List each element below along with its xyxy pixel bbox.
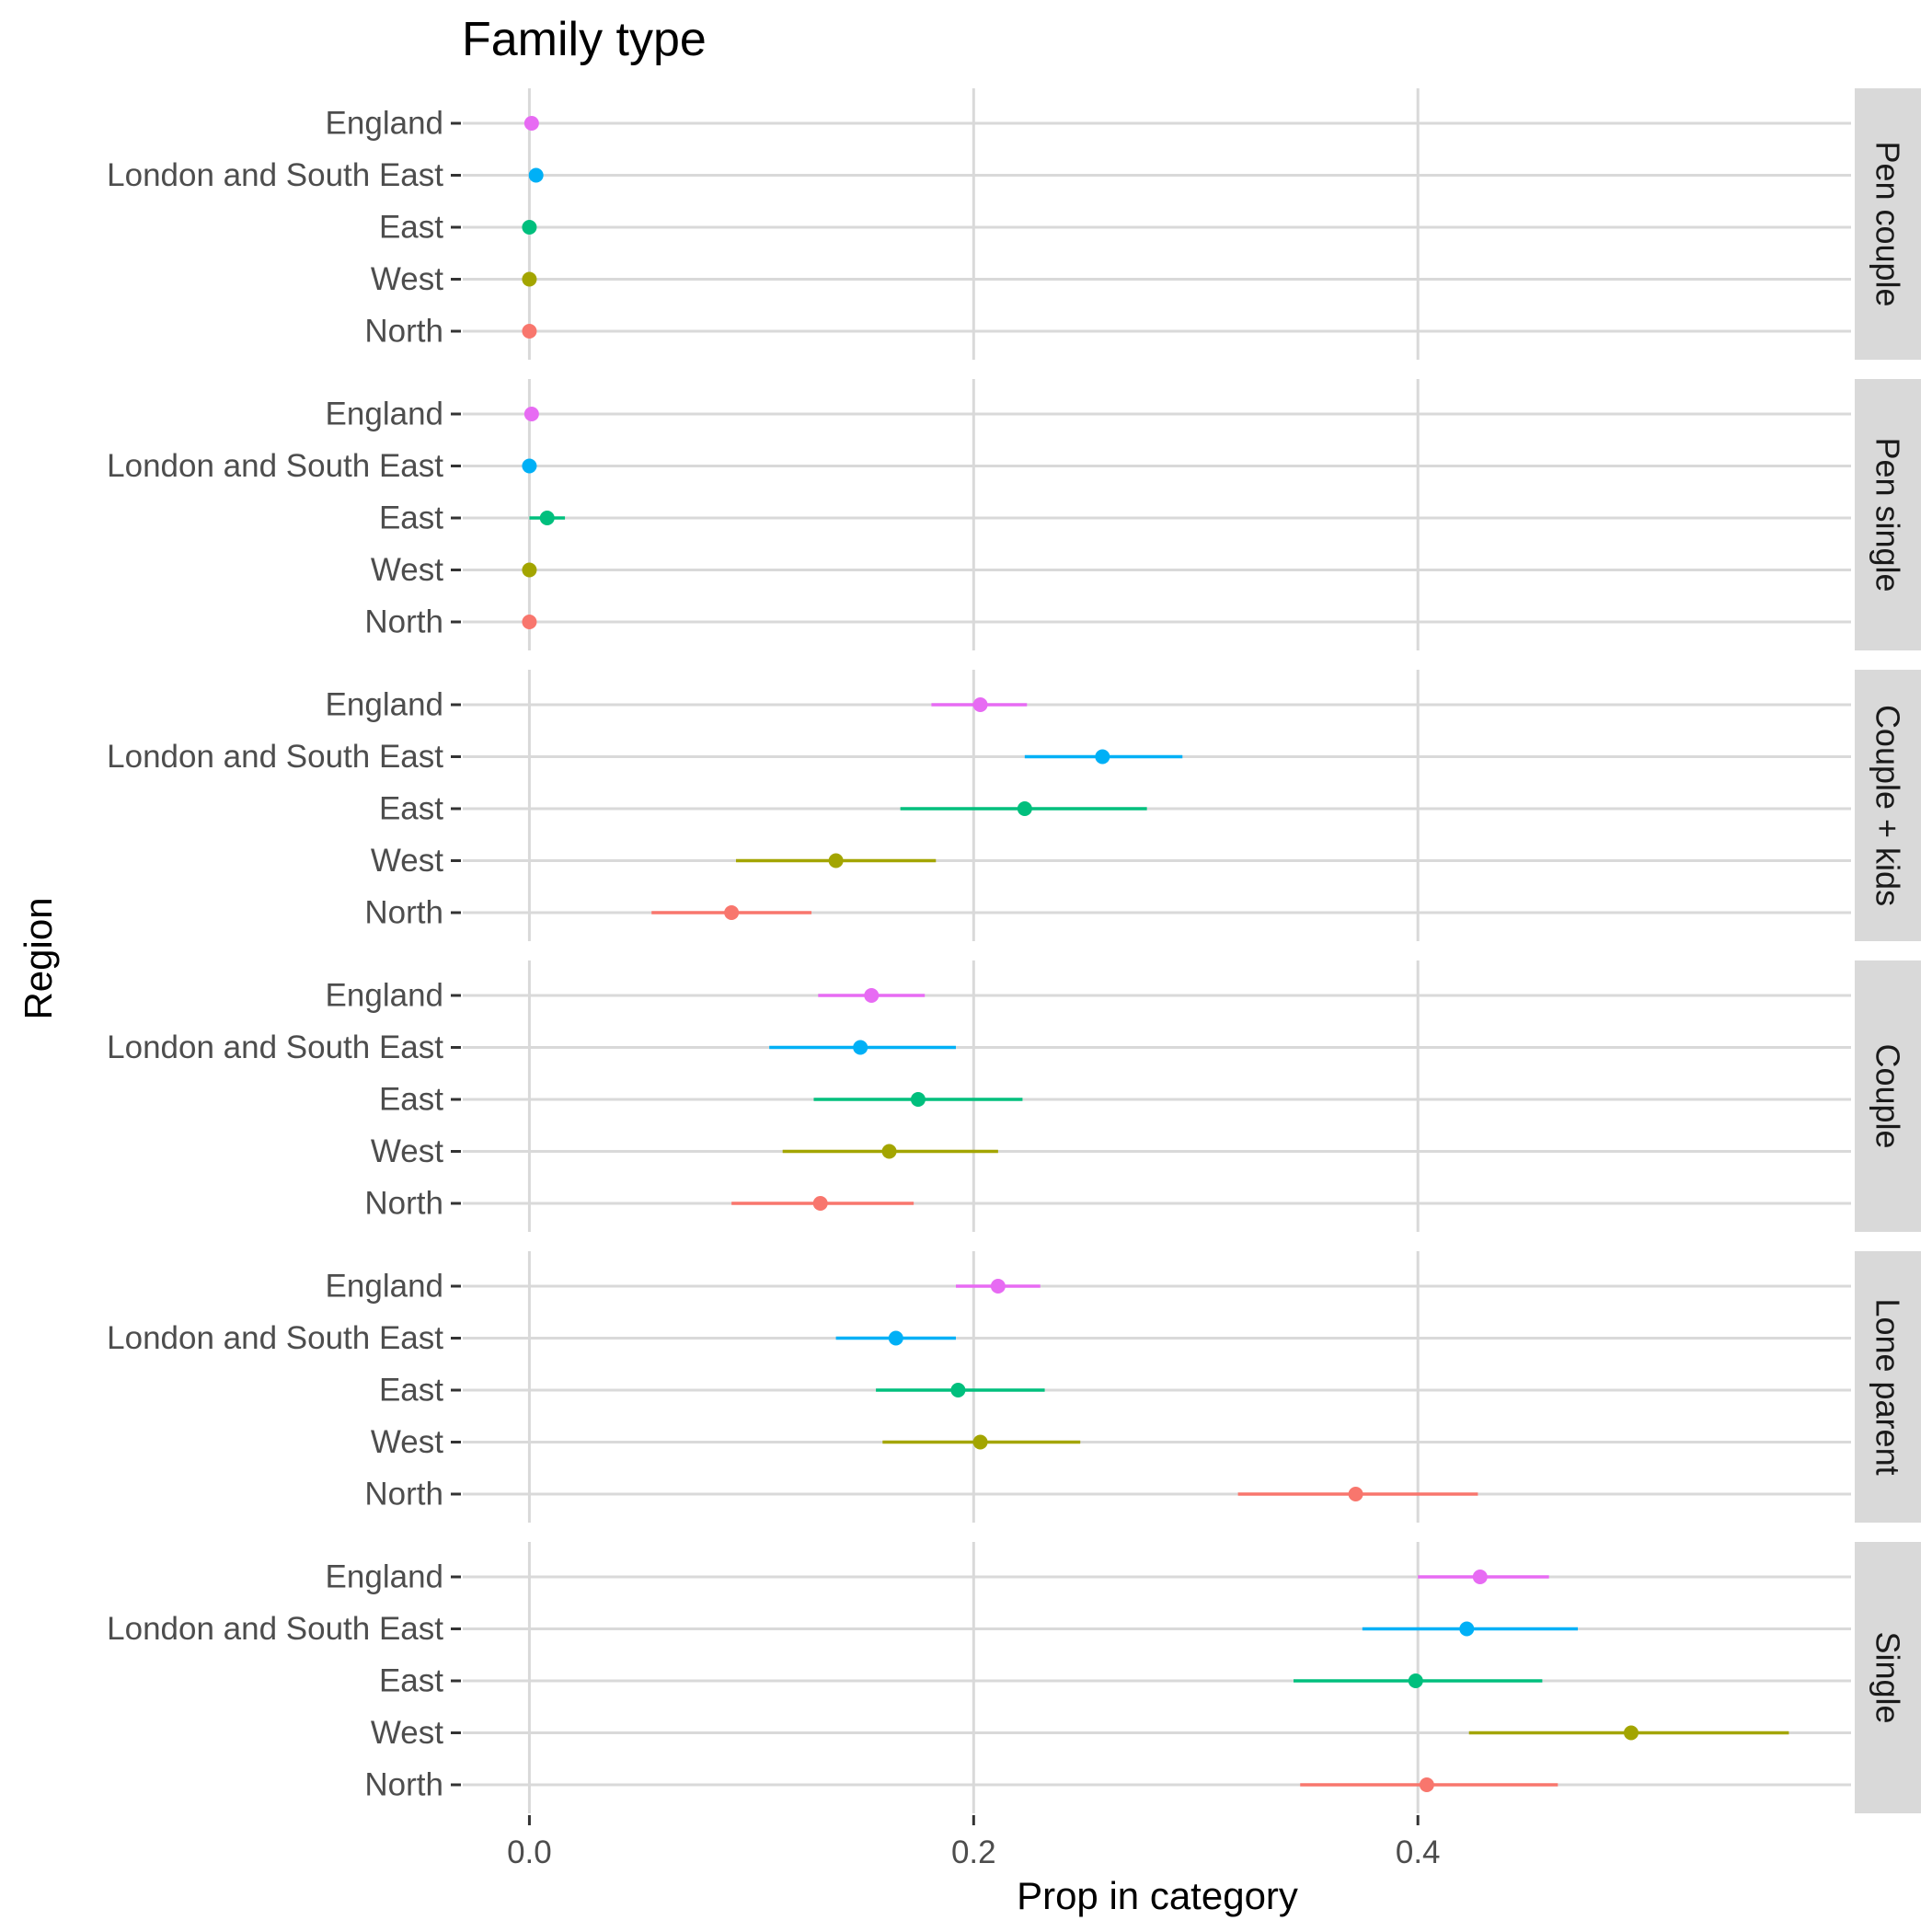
y-tick-label: London and South East	[107, 157, 443, 193]
point-north	[522, 615, 537, 629]
x-axis-title: Prop in category	[1017, 1874, 1298, 1917]
y-tick-label: East	[379, 1663, 443, 1699]
x-tick-label: 0.2	[951, 1834, 996, 1870]
point-north	[812, 1196, 828, 1211]
point-west	[828, 853, 844, 868]
y-tick-label: England	[326, 978, 443, 1014]
y-tick-label: West	[371, 1424, 443, 1460]
point-north	[1419, 1777, 1434, 1792]
point-london-and-south-east	[853, 1040, 868, 1055]
point-east	[950, 1383, 966, 1397]
facet-panel-couple-kids: Couple + kids England London and South Eas…	[107, 670, 1921, 941]
y-tick-label: East	[379, 210, 443, 246]
point-london-and-south-east	[888, 1330, 903, 1346]
y-tick-label: England	[326, 397, 443, 432]
y-tick-label: England	[326, 1269, 443, 1305]
point-north	[1348, 1487, 1363, 1501]
y-tick-label: West	[371, 843, 443, 879]
facet-strip-label: Couple	[1869, 1043, 1907, 1148]
y-tick-label: England	[326, 106, 443, 142]
point-london-and-south-east	[1459, 1621, 1475, 1637]
x-axis: 0.0 0.2 0.4	[507, 1815, 1441, 1870]
y-tick-label: North	[364, 895, 443, 931]
y-tick-label: West	[371, 552, 443, 588]
y-tick-label: London and South East	[107, 1320, 443, 1356]
point-north	[522, 324, 537, 339]
facet-panel-pen-couple: Pen couple England London and South East Ea…	[107, 88, 1921, 360]
y-tick-label: North	[364, 604, 443, 640]
y-tick-label: West	[371, 261, 443, 297]
point-england	[1472, 1570, 1488, 1584]
y-tick-label: North	[364, 314, 443, 350]
facet-strip-label: Single	[1869, 1631, 1907, 1723]
facet-panel-lone-parent: Lone parent England London and South East E…	[107, 1251, 1921, 1523]
point-west	[522, 271, 537, 287]
y-tick-label: London and South East	[107, 1611, 443, 1647]
point-england	[990, 1279, 1006, 1294]
facet-panel-pen-single: Pen single England London and South East Ea…	[107, 379, 1921, 650]
y-tick-label: London and South East	[107, 448, 443, 484]
chart-title: Family type	[462, 13, 707, 66]
point-east	[522, 220, 537, 235]
y-tick-label: West	[371, 1715, 443, 1751]
y-tick-label: England	[326, 1559, 443, 1595]
y-tick-label: London and South East	[107, 739, 443, 775]
facet-strip-label: Pen couple	[1869, 141, 1907, 306]
facet-panels: Pen couple England London and South East Ea…	[107, 88, 1921, 1813]
point-east	[539, 511, 555, 525]
y-tick-label: North	[364, 1767, 443, 1803]
y-tick-label: East	[379, 1373, 443, 1409]
y-tick-label: England	[326, 687, 443, 723]
y-tick-label: West	[371, 1133, 443, 1169]
point-north	[724, 905, 740, 920]
facet-strip-label: Couple + kids	[1869, 705, 1907, 906]
facet-panel-couple: Couple England London and South East East We…	[107, 960, 1921, 1232]
point-east	[1408, 1673, 1423, 1688]
facet-strip-label: Pen single	[1869, 437, 1907, 592]
point-london-and-south-east	[522, 458, 537, 474]
y-tick-label: East	[379, 500, 443, 536]
point-england	[523, 407, 539, 421]
y-tick-label: East	[379, 791, 443, 827]
facet-strip	[1855, 670, 1921, 941]
y-tick-label: North	[364, 1477, 443, 1512]
y-tick-label: London and South East	[107, 1029, 443, 1065]
point-west	[522, 562, 537, 578]
facet-strip	[1855, 379, 1921, 650]
x-tick-label: 0.4	[1396, 1834, 1441, 1870]
point-london-and-south-east	[528, 167, 544, 183]
x-tick-label: 0.0	[507, 1834, 552, 1870]
facet-strip	[1855, 88, 1921, 360]
y-tick-label: East	[379, 1082, 443, 1118]
y-tick-label: North	[364, 1186, 443, 1222]
point-london-and-south-east	[1095, 749, 1110, 765]
y-axis-title: Region	[17, 897, 60, 1019]
point-west	[1623, 1725, 1639, 1741]
facet-strip	[1855, 960, 1921, 1232]
point-england	[864, 988, 880, 1003]
point-england	[523, 116, 539, 131]
facet-strip	[1855, 1251, 1921, 1523]
point-east	[1017, 801, 1032, 816]
point-west	[881, 1144, 897, 1159]
facet-strip-label: Lone parent	[1869, 1298, 1907, 1475]
facet-panel-single: Single England London and South East East We…	[107, 1542, 1921, 1813]
point-west	[972, 1434, 988, 1450]
facet-strip	[1855, 1542, 1921, 1813]
point-england	[972, 697, 988, 712]
point-east	[910, 1092, 926, 1107]
